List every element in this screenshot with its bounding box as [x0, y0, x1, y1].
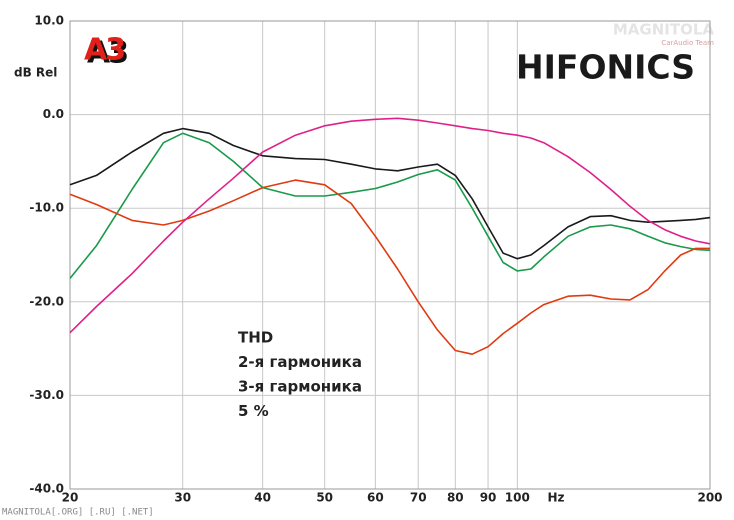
x-tick-label: 60	[367, 491, 384, 505]
x-axis-label: Hz	[547, 491, 564, 505]
x-tick-label: 80	[447, 491, 464, 505]
y-tick-label: -20.0	[29, 294, 64, 308]
legend-label: 3-я гармоника	[238, 378, 362, 396]
y-axis-label: dB Rel	[14, 66, 57, 80]
x-tick-label: 200	[697, 491, 722, 505]
x-tick-label: 30	[174, 491, 191, 505]
y-tick-label: -10.0	[29, 201, 64, 215]
x-tick-label: 20	[62, 491, 79, 505]
legend-label: THD	[238, 329, 273, 347]
x-tick-label: 100	[505, 491, 530, 505]
footer: MAGNITOLA[.ORG] [.RU] [.NET]	[2, 508, 154, 518]
watermark-sub: CarAudio Team	[661, 39, 714, 47]
series-line	[69, 132, 711, 279]
legend-label: 2-я гармоника	[238, 353, 362, 371]
y-tick-label: -30.0	[29, 388, 64, 402]
y-tick-label: 0.0	[43, 107, 64, 121]
logo: A3	[84, 33, 124, 68]
brand: HIFONICS	[516, 48, 695, 87]
watermark: MAGNITOLA	[613, 21, 715, 39]
series-line	[69, 127, 711, 260]
x-tick-label: 50	[316, 491, 333, 505]
plot-frame	[69, 20, 711, 490]
series-line	[69, 179, 710, 355]
x-tick-label: 40	[254, 491, 271, 505]
legend-label: 5 %	[238, 402, 269, 420]
y-tick-label: 10.0	[34, 14, 64, 28]
x-tick-label: 90	[480, 491, 497, 505]
x-tick-label: 70	[410, 491, 427, 505]
series-line	[69, 117, 711, 334]
y-tick-label: -40.0	[29, 482, 64, 496]
logo-shadow: A3	[87, 36, 127, 71]
